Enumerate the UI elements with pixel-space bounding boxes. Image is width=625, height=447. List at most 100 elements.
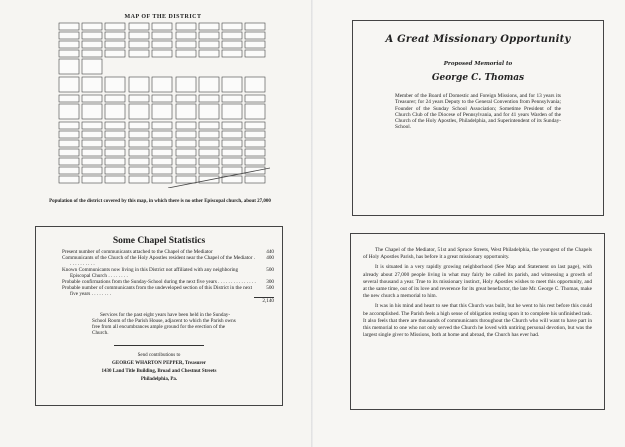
map-block: [58, 40, 80, 49]
map-block: [244, 148, 266, 157]
stat-value: 500: [266, 285, 274, 291]
map-block: [104, 175, 126, 184]
map-block: [221, 94, 243, 103]
stat-row: Present number of communicants attached …: [62, 249, 274, 255]
map-block: [175, 103, 197, 120]
map-block: [58, 22, 80, 31]
map-block: [151, 49, 173, 58]
map-block: [58, 139, 80, 148]
map-block: [58, 49, 80, 58]
map-block: [81, 94, 103, 103]
map-block: [198, 49, 220, 58]
map-block: [128, 76, 150, 93]
map-block: [198, 130, 220, 139]
map-block: [221, 76, 243, 93]
map-block: [104, 49, 126, 58]
map-block: [81, 166, 103, 175]
stat-row: Communicants of the Church of the Holy A…: [62, 255, 274, 267]
stats-rows: Present number of communicants attached …: [36, 249, 282, 297]
stat-label: Known Communicants now living in this Di…: [62, 267, 239, 279]
treasurer: GEORGE WHARTON PEPPER, Treasurer: [112, 361, 206, 366]
map-block: [198, 139, 220, 148]
map-block: [221, 130, 243, 139]
main-title: A Great Missionary Opportunity: [385, 34, 571, 45]
map-block: [81, 49, 103, 58]
stat-label: Probable confirmations from the Sunday-S…: [62, 279, 256, 285]
map-block: [221, 22, 243, 31]
story-box: The Chapel of the Mediator, 51st and Spr…: [350, 233, 605, 410]
memorial-box: A Great Missionary Opportunity Proposed …: [352, 20, 604, 216]
map-block: [244, 76, 266, 93]
honoree-name: George C. Thomas: [431, 73, 525, 83]
map-block: [221, 139, 243, 148]
map-block: [128, 49, 150, 58]
map-block: [151, 166, 173, 175]
map-block: [244, 49, 266, 58]
map-block: [104, 76, 126, 93]
map-block: [104, 157, 126, 166]
map-block: [175, 130, 197, 139]
map-block: [128, 130, 150, 139]
diagonal-avenue: [167, 167, 270, 188]
map-block: [175, 148, 197, 157]
map-block: [221, 121, 243, 130]
map-block: [175, 31, 197, 40]
map-block: [198, 157, 220, 166]
map-block: [81, 31, 103, 40]
map-block: [175, 166, 197, 175]
biography: Member of the Board of Domestic and Fore…: [395, 93, 561, 131]
map-block: [221, 175, 243, 184]
map-block: [221, 148, 243, 157]
map-block: [104, 148, 126, 157]
map-block: [58, 76, 80, 93]
map-block: [244, 22, 266, 31]
map-block: [151, 103, 173, 120]
map-block: [175, 94, 197, 103]
map-block: [81, 148, 103, 157]
map-block: [128, 31, 150, 40]
map-block: [244, 139, 266, 148]
address: 1430 Land Title Building, Broad and Ches…: [101, 369, 217, 374]
map-block: [244, 103, 266, 120]
map-block: [198, 76, 220, 93]
map-block: [81, 121, 103, 130]
map-block: [58, 166, 80, 175]
map-block: [81, 139, 103, 148]
map-block: [221, 157, 243, 166]
map-block: [244, 157, 266, 166]
map-block: [244, 94, 266, 103]
map-block: [175, 76, 197, 93]
map-block: [151, 40, 173, 49]
map-block: [151, 31, 173, 40]
send-contributions: Send contributions to: [137, 353, 181, 358]
map-block: [244, 130, 266, 139]
paragraph: The Chapel of the Mediator, 51st and Spr…: [363, 247, 592, 261]
map-block: [128, 121, 150, 130]
map-block: [58, 121, 80, 130]
stat-label: Communicants of the Church of the Holy A…: [62, 255, 256, 267]
map-block: [175, 175, 197, 184]
map-block: [128, 40, 150, 49]
map-block: [104, 103, 126, 120]
map-block: [151, 157, 173, 166]
right-page: [313, 0, 625, 447]
map-block: [104, 130, 126, 139]
map-block: [81, 58, 103, 75]
map-block: [104, 121, 126, 130]
map-block: [104, 40, 126, 49]
map-block: [198, 121, 220, 130]
map-block: [198, 166, 220, 175]
map-block: [175, 40, 197, 49]
map-block: [175, 22, 197, 31]
map-title: MAP OF THE DISTRICT: [124, 14, 202, 20]
map-block: [128, 22, 150, 31]
stat-value: 400: [266, 255, 274, 261]
map-block: [198, 103, 220, 120]
map-block: [244, 166, 266, 175]
map-block: [104, 166, 126, 175]
map-block: [128, 148, 150, 157]
map-block: [151, 76, 173, 93]
map-block: [151, 139, 173, 148]
map-block: [81, 76, 103, 93]
map-block: [151, 130, 173, 139]
